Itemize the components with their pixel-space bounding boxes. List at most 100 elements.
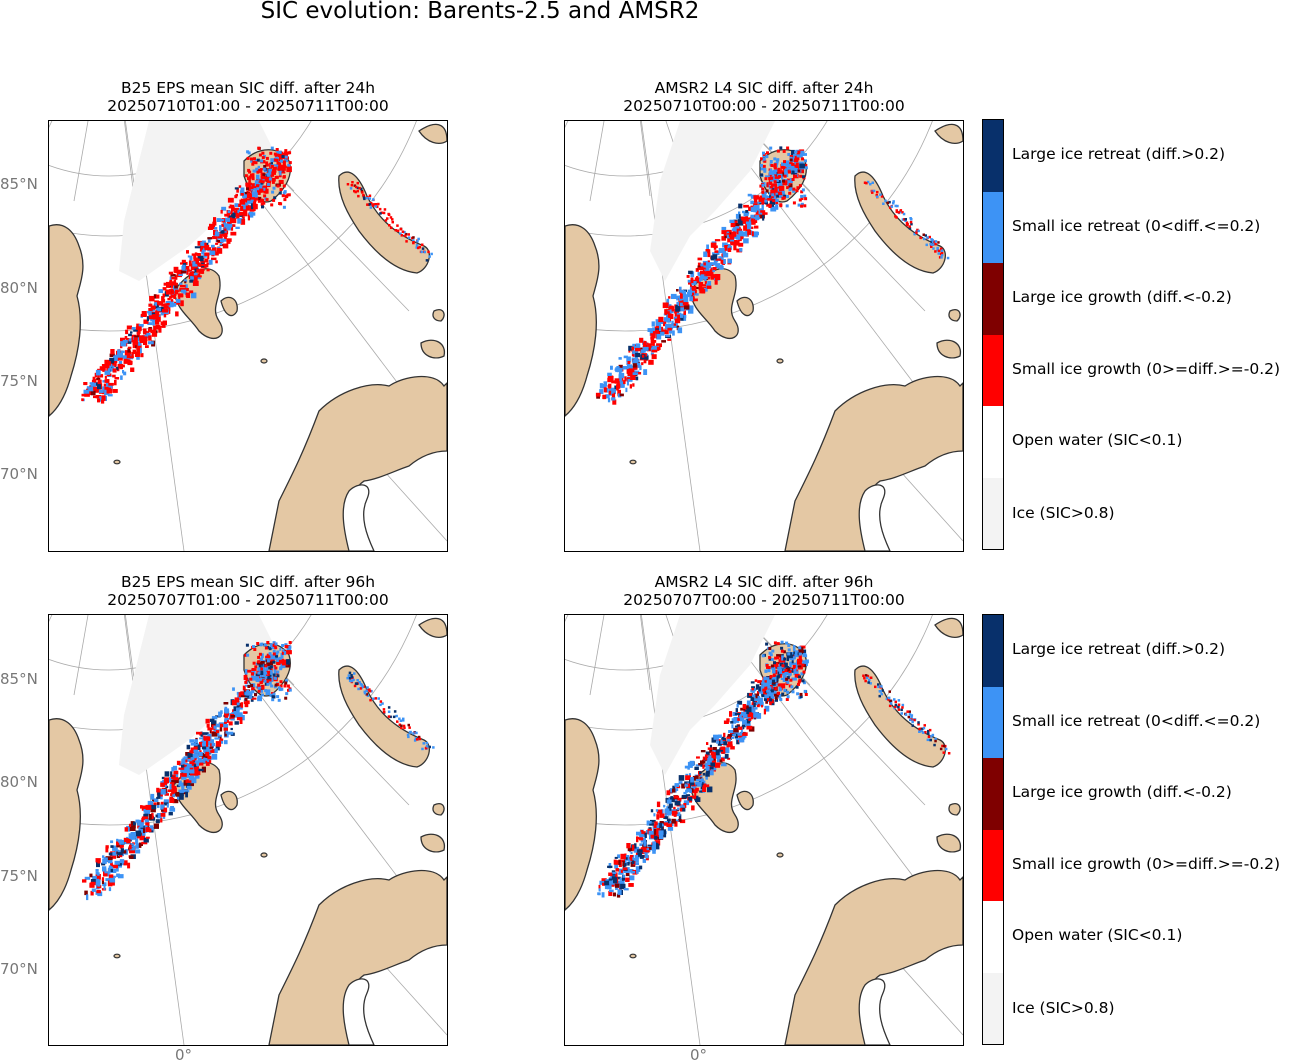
sic-change-pixel [775, 201, 779, 205]
sic-change-pixel [724, 245, 729, 251]
sic-change-pixel [652, 841, 656, 848]
sic-change-pixel [362, 193, 365, 197]
sic-change-pixel [611, 380, 616, 384]
sic-change-pixel [787, 648, 791, 652]
map-panel-bl [48, 614, 448, 1046]
sic-change-pixel [145, 345, 149, 348]
sic-change-pixel [128, 346, 132, 349]
sic-change-pixel [779, 670, 783, 674]
sic-change-pixel [643, 359, 647, 364]
sic-change-pixel [688, 270, 693, 275]
sic-change-pixel [762, 692, 768, 696]
sic-change-pixel [617, 889, 622, 895]
sic-change-pixel [259, 185, 263, 189]
sic-change-pixel [634, 862, 639, 866]
sic-change-pixel [264, 643, 267, 647]
sic-change-pixel [889, 702, 893, 705]
sic-change-pixel [765, 175, 770, 178]
sic-change-pixel [699, 270, 706, 276]
sic-change-pixel [720, 739, 723, 744]
sic-change-pixel [105, 878, 111, 882]
sic-change-pixel [383, 208, 387, 211]
sic-change-pixel [711, 737, 717, 743]
sic-change-pixel [199, 263, 202, 267]
sic-change-pixel [661, 831, 667, 838]
sic-change-pixel [763, 169, 767, 173]
sic-change-pixel [150, 296, 155, 302]
sic-change-pixel [931, 733, 935, 737]
sic-change-pixel [788, 183, 793, 188]
sic-change-pixel [265, 655, 271, 659]
legend-label-large-retreat: Large ice retreat (diff.>0.2) [1012, 640, 1226, 658]
sic-change-pixel [211, 244, 215, 248]
sic-change-pixels [82, 641, 435, 901]
sic-change-pixel [116, 873, 120, 878]
sic-change-pixel [727, 738, 731, 742]
sic-change-pixel [903, 218, 906, 221]
sic-change-pixel [171, 277, 177, 280]
sic-change-pixel [766, 679, 772, 685]
sic-change-pixel [617, 367, 623, 373]
sic-change-pixel [221, 240, 225, 243]
sic-change-pixel [203, 242, 207, 249]
sic-change-pixel [761, 187, 765, 191]
sic-change-pixel [350, 675, 354, 679]
sic-change-pixel [114, 860, 120, 865]
sic-change-pixel [215, 730, 220, 734]
sic-change-pixel [794, 155, 800, 161]
sic-change-pixel [736, 703, 739, 708]
sic-change-pixel [616, 893, 621, 898]
sic-change-pixel [101, 879, 104, 885]
sic-change-pixel [190, 742, 196, 746]
sic-change-pixel [733, 244, 737, 251]
sic-change-pixel [141, 818, 144, 823]
sic-change-pixel [794, 170, 798, 173]
sic-change-pixel [211, 247, 217, 253]
sic-change-pixel [210, 750, 216, 753]
sic-change-pixel [636, 372, 642, 375]
sic-change-pixel [263, 679, 267, 683]
sic-change-pixel [268, 168, 272, 175]
sic-change-pixel [394, 229, 398, 232]
sic-change-pixel [417, 246, 420, 250]
sic-change-pixel [737, 219, 742, 224]
sic-change-pixel [656, 333, 662, 340]
sic-change-pixel [601, 892, 605, 898]
sic-change-pixel [169, 276, 173, 281]
sic-change-pixel [671, 320, 674, 326]
sic-change-pixel [156, 813, 162, 819]
sic-change-pixel [168, 285, 175, 288]
sic-change-pixel [710, 242, 717, 248]
sic-change-pixel [642, 858, 646, 863]
sic-change-pixel [172, 777, 179, 781]
sic-change-pixel [230, 206, 235, 212]
sic-change-pixel [680, 293, 683, 299]
sic-change-pixel [90, 390, 96, 396]
sic-change-pixel [700, 775, 703, 778]
sic-change-pixel [242, 194, 248, 198]
sic-change-pixel [260, 198, 264, 202]
sic-change-pixel [253, 169, 257, 173]
sic-change-pixel [153, 294, 157, 299]
sic-change-pixel [721, 226, 727, 231]
sic-change-pixel [260, 173, 264, 177]
sic-change-pixel [740, 727, 743, 733]
sic-change-pixel [697, 781, 702, 787]
sic-change-pixel [366, 686, 369, 689]
meridian-line [639, 615, 651, 691]
sic-change-pixel [686, 788, 692, 792]
sic-change-pixel [787, 673, 791, 677]
colorbar-seg-ice [983, 477, 1003, 549]
sic-change-pixel [205, 751, 210, 757]
sic-change-pixel [753, 205, 760, 211]
sic-change-pixel [365, 693, 368, 696]
sic-change-pixel [254, 665, 258, 669]
sic-change-pixel [114, 377, 120, 380]
sic-change-pixel [631, 346, 634, 352]
sic-change-pixel [802, 175, 805, 179]
sic-change-pixel [218, 741, 221, 747]
sic-change-pixel [193, 748, 199, 753]
sic-change-pixel [635, 376, 639, 381]
sic-change-pixel [642, 355, 649, 360]
sic-change-pixel [117, 349, 120, 355]
